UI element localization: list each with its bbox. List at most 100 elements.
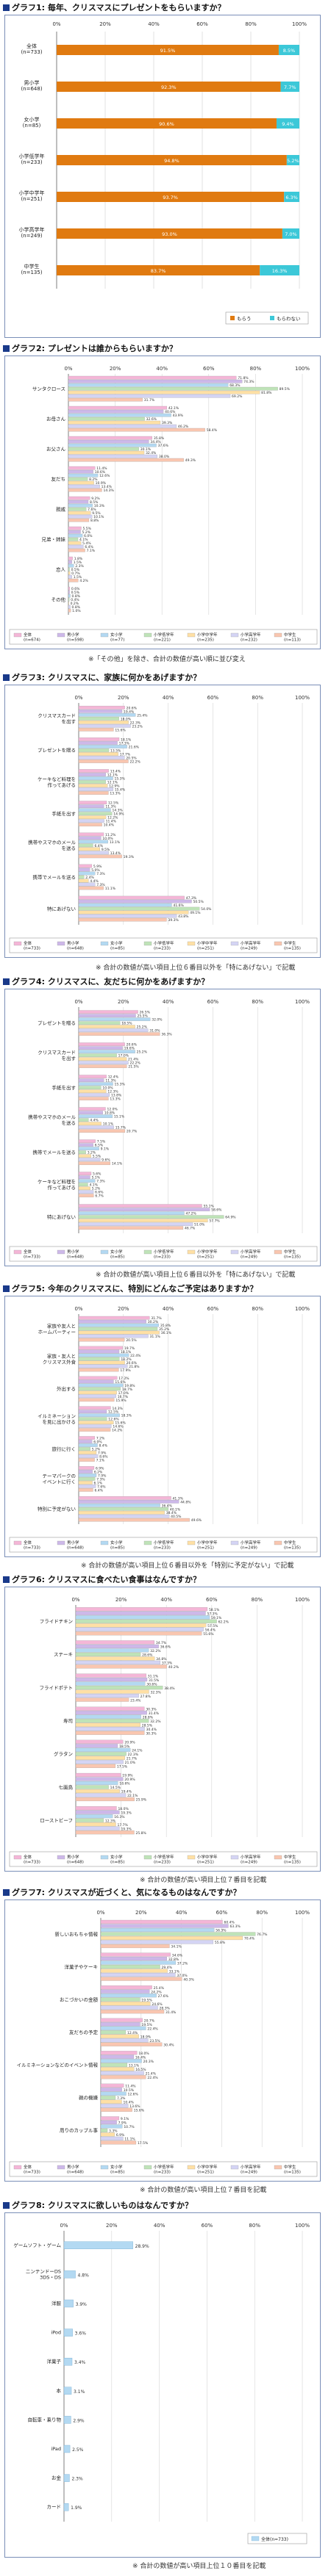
bar xyxy=(100,2099,122,2104)
bar xyxy=(78,1014,136,1018)
data-label: 25.5% xyxy=(138,1014,149,1019)
data-label: 25.9% xyxy=(136,1798,147,1803)
category-label: 洋服 xyxy=(51,2300,62,2306)
data-label: 59.1% xyxy=(211,1616,222,1620)
bar xyxy=(75,1818,104,1822)
data-label: 22.2% xyxy=(129,1061,140,1066)
legend-swatch xyxy=(187,1249,196,1255)
legend-label: 小学高学年(n=249) xyxy=(241,1854,261,1865)
legend-swatch xyxy=(143,2165,152,2170)
data-label: 18.0% xyxy=(138,2052,149,2056)
data-label: 35.2% xyxy=(159,1327,170,1332)
bar xyxy=(286,155,299,165)
data-label: 2.9% xyxy=(73,2418,85,2423)
data-label: 22.1% xyxy=(127,1794,138,1798)
data-label: 56.3% xyxy=(216,1929,227,1933)
bar xyxy=(78,712,136,717)
category-label: ニンテンドーDS 3DS・DS xyxy=(26,2268,61,2280)
bar xyxy=(78,748,110,752)
bar xyxy=(78,1413,120,1418)
data-label: 1.5% xyxy=(74,560,82,565)
legend-label: 男小学(n=648) xyxy=(67,1540,84,1551)
bar xyxy=(68,390,260,394)
data-label: 90.6% xyxy=(159,121,174,127)
bar xyxy=(63,2503,69,2511)
data-label: 13.4% xyxy=(110,770,121,774)
data-label: 89.5% xyxy=(280,387,291,392)
bar xyxy=(75,1673,146,1678)
category-label: 特別に予定がない xyxy=(38,1506,76,1512)
bar xyxy=(78,1379,114,1384)
bar xyxy=(100,1964,160,1969)
bar xyxy=(78,1125,114,1130)
data-label: 2.3% xyxy=(75,564,84,569)
data-label: 14.3% xyxy=(103,488,114,493)
bar xyxy=(68,458,184,462)
bar xyxy=(78,1383,124,1388)
tick-label: 0% xyxy=(52,21,60,27)
data-label: 12.2% xyxy=(107,816,118,820)
legend-label: 女小学(n=85) xyxy=(110,940,124,951)
tick-label: 80% xyxy=(250,366,262,372)
tick-label: 0% xyxy=(74,999,82,1005)
data-label: 11.2% xyxy=(105,833,116,837)
data-label: 18.0% xyxy=(121,717,132,721)
data-label: 18.9% xyxy=(140,2035,152,2039)
bar xyxy=(100,1989,150,1994)
data-label: 31.4% xyxy=(166,2010,177,2015)
data-label: 10.5% xyxy=(124,2088,135,2093)
bar xyxy=(78,1114,113,1119)
data-label: 4.4% xyxy=(90,879,99,884)
data-label: 25.4% xyxy=(154,1986,165,1991)
bar xyxy=(68,427,205,432)
data-label: 12.1% xyxy=(107,773,118,778)
data-label: 11.4% xyxy=(106,820,117,824)
bar xyxy=(78,1215,224,1219)
tick-label: 40% xyxy=(154,2223,166,2229)
legend-swatch xyxy=(57,1540,65,1545)
bar xyxy=(78,1357,120,1361)
bar xyxy=(78,1477,96,1481)
data-label: 14.3% xyxy=(112,809,123,813)
category-label: 中学生(n=135) xyxy=(21,263,42,275)
bar xyxy=(75,1752,127,1756)
legend-label: 小学低学年(n=221) xyxy=(154,632,174,643)
bar xyxy=(68,480,94,485)
category-label: おこづかいの金額 xyxy=(60,1996,99,2002)
tick-label: 40% xyxy=(163,999,174,1005)
bar xyxy=(78,1387,121,1391)
legend-label: 女小学(n=85) xyxy=(110,1540,124,1551)
legend-label: 全体(n=733) xyxy=(24,1249,40,1260)
legend-label: 小学高学年(n=249) xyxy=(241,940,261,951)
bar xyxy=(75,1781,118,1786)
data-label: 37.3% xyxy=(162,1662,173,1666)
bar xyxy=(68,526,82,530)
data-label: 17.0% xyxy=(118,1054,129,1058)
legend-label: 小学高学年(n=249) xyxy=(241,1249,261,1260)
chart4-frame: 0% 20% 40% 60% 80% 100% プレゼントを贈る 26.5% 25.5% 32.0… xyxy=(4,989,321,1266)
data-label: 49.6% xyxy=(191,1518,202,1523)
bar xyxy=(100,1932,256,1936)
data-label: 57.3% xyxy=(207,1612,218,1617)
tick-label: 40% xyxy=(163,1306,174,1312)
data-label: 24.6% xyxy=(152,2002,163,2007)
legend-label: 小学低学年(n=233) xyxy=(154,1540,174,1551)
data-label: 14.5% xyxy=(110,1786,121,1790)
data-label: 32.6% xyxy=(146,417,157,422)
data-label: 15.6% xyxy=(134,2109,145,2113)
data-label: 18.2% xyxy=(121,1357,132,1362)
legend-label: 小学中学年(n=251) xyxy=(197,2164,218,2175)
data-label: 30.3% xyxy=(146,1731,157,1736)
category-label: 旅行に行く xyxy=(52,1446,76,1452)
legend-swatch xyxy=(57,941,65,946)
data-label: 40.6% xyxy=(165,410,176,414)
bar xyxy=(78,1484,96,1488)
category-label: 特にあげない xyxy=(47,1213,76,1220)
bar xyxy=(100,2034,139,2038)
chart6-section: グラフ6: クリスマスに食べたい食事はなんですか？ 0% 20% 40% 60% 80%… xyxy=(0,1575,331,1884)
bar xyxy=(63,2357,73,2366)
chart3-frame: 0% 20% 40% 60% 80% 100% クリスマスカードを出す 20.6% 19.4% 2… xyxy=(4,685,321,958)
data-label: 20.3% xyxy=(143,2060,154,2064)
bar xyxy=(78,1057,127,1061)
data-label: 15.3% xyxy=(115,1083,126,1087)
